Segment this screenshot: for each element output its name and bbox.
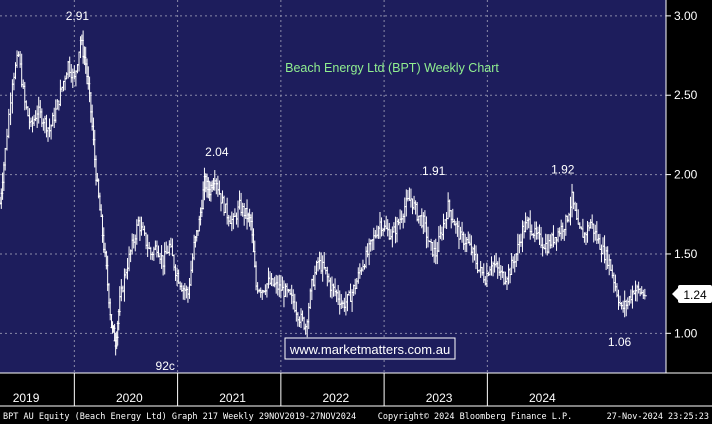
x-axis: 2019 2020 2021 2022 2023 2024	[0, 372, 712, 407]
last-price-pointer	[672, 288, 678, 300]
y-tick-label: 1.50	[674, 247, 698, 261]
ohlc-bars	[0, 30, 647, 356]
watermark: www.marketmatters.com.au	[289, 342, 450, 357]
annotation-label: 92c	[156, 359, 175, 373]
last-price-badge	[678, 285, 712, 303]
x-tick-label: 2021	[219, 391, 246, 405]
y-axis: 1.00 1.50 2.00 2.50 3.00	[665, 0, 698, 373]
annotation-label: 1.91	[422, 164, 446, 178]
x-axis-band	[0, 373, 712, 406]
chart-title: Beach Energy Ltd (BPT) Weekly Chart	[285, 61, 499, 75]
y-tick-label: 2.00	[674, 168, 698, 182]
annotation-label: 2.04	[205, 145, 229, 159]
x-tick-label: 2020	[116, 391, 143, 405]
last-price-label: 1.24	[683, 288, 707, 302]
footer-copyright: Copyright© 2024 Bloomberg Finance L.P.	[378, 412, 572, 422]
annotation-label: 1.92	[551, 162, 575, 176]
y-tick-label: 2.50	[674, 88, 698, 102]
x-tick-label: 2022	[322, 391, 349, 405]
footer-security: BPT AU Equity (Beach Energy Ltd) Graph 2…	[3, 412, 356, 422]
footer-timestamp: 27-Nov-2024 23:25:23	[607, 412, 709, 422]
grid	[0, 0, 666, 373]
x-tick-label: 2024	[529, 391, 556, 405]
y-tick-label: 1.00	[674, 326, 698, 340]
x-tick-label: 2023	[426, 391, 453, 405]
plot-area	[0, 0, 666, 373]
watermark-box	[284, 337, 456, 360]
annotation-label: 2.91	[66, 9, 90, 23]
x-tick-label: 2019	[13, 391, 40, 405]
annotation-label: 1.06	[608, 335, 632, 349]
y-tick-label: 3.00	[674, 9, 698, 23]
